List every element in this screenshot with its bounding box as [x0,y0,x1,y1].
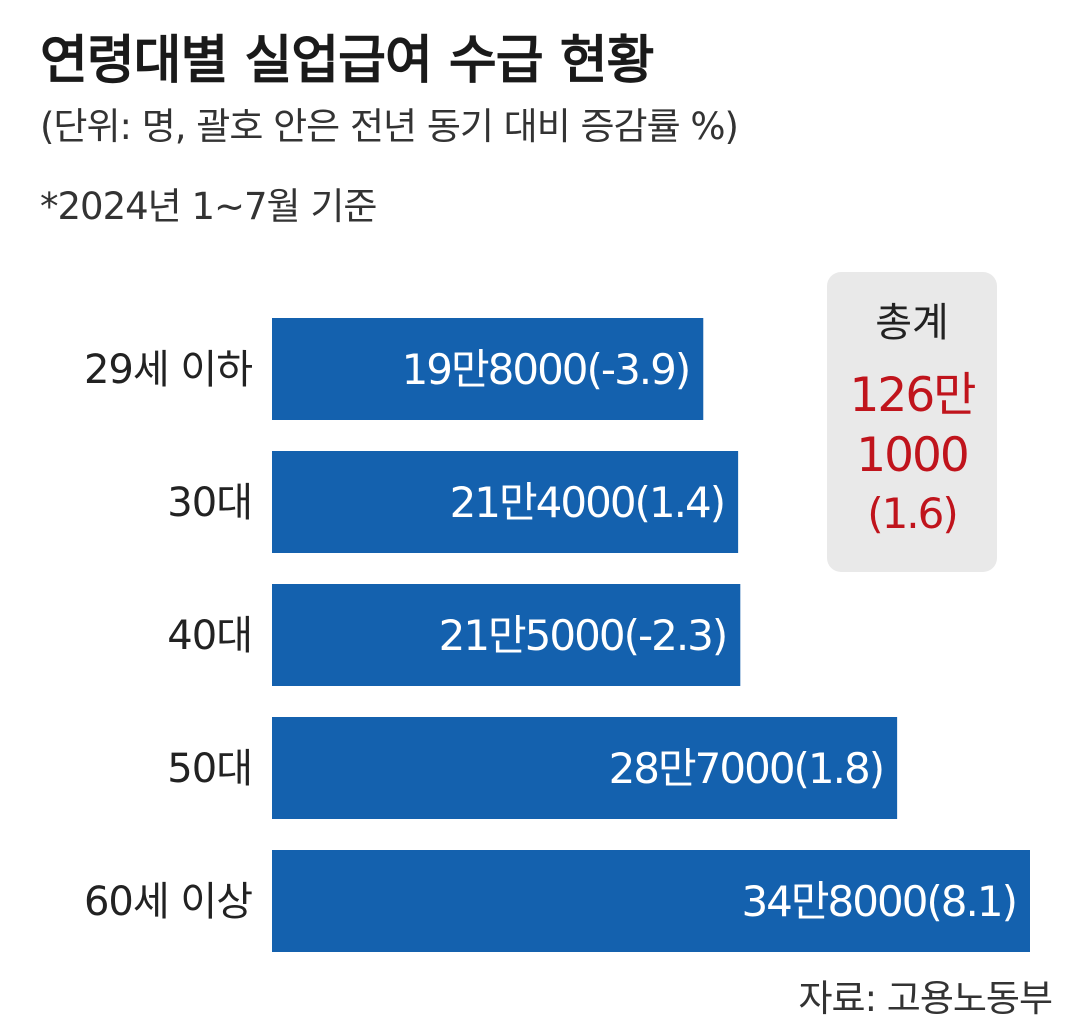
category-label-1: 30대 [167,480,252,526]
bar-4 [272,850,1030,952]
bar-0 [272,318,704,420]
bar-1 [272,451,739,553]
value-label-1: 21만4000(1.4) [450,478,725,527]
basis-note: *2024년 1~7월 기준 [40,185,377,228]
bar-2 [272,584,741,686]
value-label-3: 28만7000(1.8) [609,744,884,793]
total-value-line1: 126만 [849,368,977,423]
total-label: 총계 [875,300,949,346]
chart-title: 연령대별 실업급여 수급 현황 [40,31,654,91]
category-label-4: 60세 이상 [84,879,252,925]
total-change: (1.6) [867,489,959,538]
bar-3 [272,717,898,819]
category-label-2: 40대 [167,613,252,659]
value-label-2: 21만5000(-2.3) [439,611,727,660]
category-label-3: 50대 [167,746,252,792]
chart-subtitle: (단위: 명, 괄호 안은 전년 동기 대비 증감률 %) [40,105,739,148]
category-label-0: 29세 이하 [84,347,252,393]
value-label-4: 34만8000(8.1) [741,877,1016,926]
source-note: 자료: 고용노동부 [798,977,1053,1020]
value-label-0: 19만8000(-3.9) [402,345,690,394]
total-box: 총계 126만 1000 (1.6) [827,272,997,572]
total-value-line2: 1000 [856,428,970,483]
